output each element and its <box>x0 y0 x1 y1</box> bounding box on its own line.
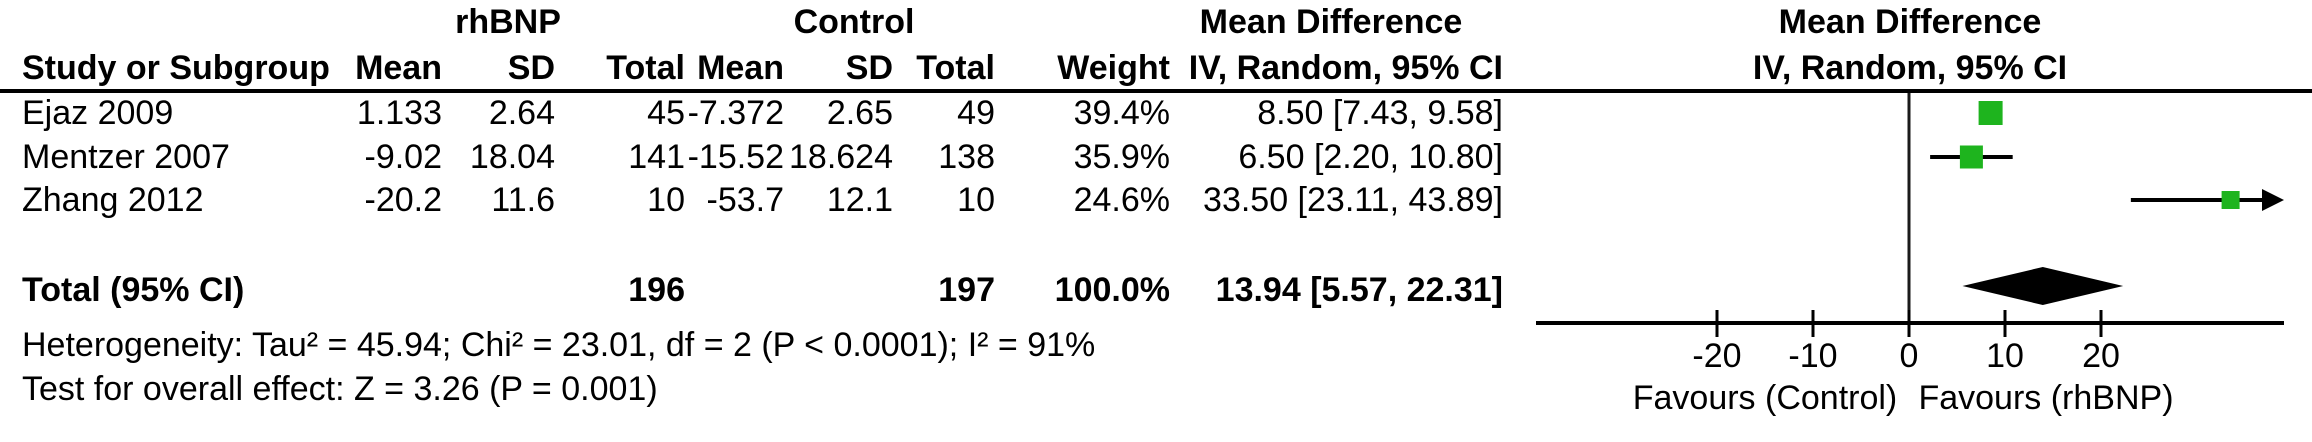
study-weight-marker <box>1978 101 2003 125</box>
axis-tick-label: -20 <box>1692 337 1742 375</box>
study-label: Zhang 2012 <box>22 181 204 219</box>
sd-ctl-value: 2.65 <box>826 94 893 132</box>
heterogeneity-line: Heterogeneity: Tau² = 45.94; Chi² = 23.0… <box>0 323 2312 367</box>
col-header-ci-method: IV, Random, 95% CI <box>1188 49 1503 87</box>
heterogeneity-text: Heterogeneity: Tau² = 45.94; Chi² = 23.0… <box>22 326 1096 364</box>
mean-ctl-value: -7.372 <box>687 94 784 132</box>
total-exp-n: 196 <box>628 271 685 309</box>
sd-exp-value: 18.04 <box>469 138 555 176</box>
mean-exp-value: -20.2 <box>364 181 443 219</box>
header-divider-rule <box>0 89 2312 93</box>
group-header-row: rhBNP Control Mean Difference Mean Diffe… <box>0 0 2312 44</box>
col-header-mean-exp: Mean <box>355 49 442 87</box>
axis-tick-label: 0 <box>1899 337 1919 375</box>
mean-ctl-value: -53.7 <box>706 181 785 219</box>
mean-exp-value: -9.02 <box>364 138 443 176</box>
total-ctl-value: 49 <box>957 94 995 132</box>
col-header-sd-exp: SD <box>507 49 555 87</box>
col-header-sd-ctl: SD <box>845 49 893 87</box>
col-header-weight: Weight <box>1057 49 1170 87</box>
weight-value: 39.4% <box>1073 94 1170 132</box>
ci-text: 33.50 [23.11, 43.89] <box>1203 181 1503 219</box>
col-header-total-ctl: Total <box>916 49 995 87</box>
total-exp-value: 141 <box>628 138 685 176</box>
study-label: Mentzer 2007 <box>22 138 230 176</box>
mean-ctl-value: -15.52 <box>687 138 784 176</box>
table-row: Zhang 2012 -20.2 11.6 10 -53.7 12.1 10 2… <box>0 178 2312 222</box>
axis-tick-label: 20 <box>2082 337 2120 375</box>
table-row: Mentzer 2007 -9.02 18.04 141 -15.52 18.6… <box>0 135 2312 179</box>
axis-tick-label: -10 <box>1788 337 1838 375</box>
col-header-mean-ctl: Mean <box>697 49 784 87</box>
total-row: Total (95% CI) 196 197 100.0% 13.94 [5.5… <box>0 268 2312 312</box>
total-exp-value: 10 <box>647 181 685 219</box>
total-ctl-value: 138 <box>938 138 995 176</box>
col-header-study: Study or Subgroup <box>22 49 330 87</box>
total-ctl-n: 197 <box>938 271 995 309</box>
total-ci-text: 13.94 [5.57, 22.31] <box>1215 271 1503 309</box>
study-label: Ejaz 2009 <box>22 94 174 132</box>
favours-left-label: Favours (Control) <box>1632 379 1898 417</box>
sd-ctl-value: 12.1 <box>826 181 893 219</box>
ci-text: 8.50 [7.43, 9.58] <box>1257 94 1503 132</box>
overall-effect-text: Test for overall effect: Z = 3.26 (P = 0… <box>22 370 658 408</box>
sd-ctl-value: 18.624 <box>789 138 893 176</box>
ci-text: 6.50 [2.20, 10.80] <box>1238 138 1503 176</box>
study-weight-marker <box>2221 191 2240 209</box>
mean-exp-value: 1.133 <box>356 94 442 132</box>
total-exp-value: 45 <box>647 94 685 132</box>
axis-tick-label: 10 <box>1986 337 2024 375</box>
effect-measure-header-plot: Mean Difference <box>1778 3 2042 41</box>
sd-exp-value: 11.6 <box>491 181 555 219</box>
table-row: Ejaz 2009 1.133 2.64 45 -7.372 2.65 49 3… <box>0 91 2312 135</box>
ci-clipped-arrowhead <box>2262 189 2284 211</box>
summary-diamond <box>1962 267 2124 305</box>
control-group-header: Control <box>793 3 915 41</box>
experimental-group-header: rhBNP <box>455 3 561 41</box>
total-label: Total (95% CI) <box>22 271 245 309</box>
col-header-ci-method-plot: IV, Random, 95% CI <box>1752 49 2068 87</box>
total-ctl-value: 10 <box>957 181 995 219</box>
col-header-total-exp: Total <box>606 49 685 87</box>
weight-value: 24.6% <box>1073 181 1170 219</box>
effect-measure-header-table: Mean Difference <box>1199 3 1463 41</box>
total-weight: 100.0% <box>1054 271 1170 309</box>
sd-exp-value: 2.64 <box>488 94 555 132</box>
favours-right-label: Favours (rhBNP) <box>1918 379 2174 417</box>
study-weight-marker <box>1959 145 1983 169</box>
overall-effect-line: Test for overall effect: Z = 3.26 (P = 0… <box>0 367 2312 411</box>
weight-value: 35.9% <box>1073 138 1170 176</box>
column-header-row: Study or Subgroup Mean SD Total Mean SD … <box>0 46 2312 90</box>
